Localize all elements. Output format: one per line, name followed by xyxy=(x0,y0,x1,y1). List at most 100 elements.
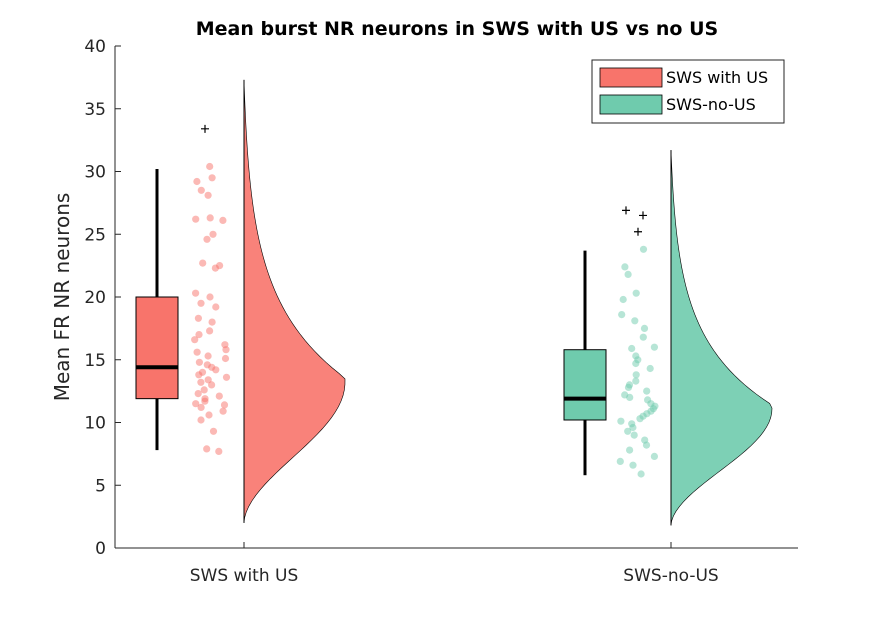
data-point xyxy=(211,264,219,272)
data-point xyxy=(201,397,209,405)
outlier-marker xyxy=(639,211,647,220)
data-point xyxy=(206,162,214,171)
data-point xyxy=(639,333,647,341)
y-tick-label: 15 xyxy=(84,351,106,371)
data-point xyxy=(212,366,220,374)
y-tick-label: 25 xyxy=(84,225,106,245)
legend-entry: SWS-no-US xyxy=(666,95,756,114)
data-point xyxy=(205,411,213,419)
data-point xyxy=(629,461,637,469)
y-tick-label: 10 xyxy=(84,414,106,434)
data-point xyxy=(624,383,633,391)
data-point xyxy=(221,354,230,363)
data-point xyxy=(624,270,632,278)
data-point xyxy=(192,400,200,408)
y-tick-label: 40 xyxy=(84,37,106,57)
data-point xyxy=(195,331,203,339)
data-point xyxy=(650,343,659,351)
legend-swatch xyxy=(599,94,663,115)
data-point xyxy=(194,314,202,322)
iqr-box xyxy=(563,349,607,421)
data-point xyxy=(646,364,654,373)
data-point xyxy=(222,373,231,381)
data-point xyxy=(640,324,649,332)
data-point xyxy=(191,336,199,344)
data-point xyxy=(632,359,640,368)
data-point xyxy=(643,387,651,395)
data-point xyxy=(621,263,629,271)
data-point xyxy=(192,289,200,297)
legend-entry: SWS with US xyxy=(666,68,768,87)
y-tick-label: 30 xyxy=(84,163,106,183)
data-point xyxy=(628,344,636,353)
data-point xyxy=(632,371,640,379)
density-cloud xyxy=(670,150,773,526)
data-point xyxy=(631,317,639,325)
data-point xyxy=(219,407,227,415)
iqr-box xyxy=(135,296,179,400)
data-point xyxy=(617,417,625,425)
data-point xyxy=(639,245,648,253)
data-point xyxy=(206,327,214,335)
data-point xyxy=(203,235,211,243)
data-point xyxy=(197,186,205,194)
y-tick-label: 0 xyxy=(95,539,106,559)
data-point xyxy=(206,293,214,301)
data-point xyxy=(197,416,205,424)
outlier-marker xyxy=(201,124,209,133)
data-point xyxy=(212,303,220,311)
data-point xyxy=(650,452,659,460)
series-sws-no-us xyxy=(563,150,773,526)
data-point xyxy=(209,427,218,435)
y-tick-label: 35 xyxy=(84,100,106,120)
data-point xyxy=(632,289,640,297)
data-point xyxy=(197,378,205,386)
data-point xyxy=(197,403,205,411)
data-point xyxy=(200,386,208,394)
data-point xyxy=(204,352,212,360)
data-point xyxy=(632,377,640,385)
data-point xyxy=(624,427,632,435)
data-point xyxy=(204,376,212,384)
data-point xyxy=(219,216,227,224)
data-point xyxy=(630,431,638,439)
data-point xyxy=(629,423,637,432)
data-point xyxy=(199,259,207,267)
data-point xyxy=(215,392,223,400)
data-point xyxy=(209,230,217,238)
outlier-marker xyxy=(622,206,630,215)
data-point xyxy=(204,191,212,199)
data-point xyxy=(195,371,203,379)
y-axis-label: Mean FR NR neurons xyxy=(50,193,74,402)
y-tick-label: 5 xyxy=(95,476,106,496)
data-point xyxy=(208,381,216,389)
series-sws-with-us xyxy=(135,79,346,523)
data-point xyxy=(203,445,211,453)
data-point xyxy=(618,311,626,319)
data-point xyxy=(192,215,200,223)
data-point xyxy=(197,299,205,307)
plot-area xyxy=(135,79,773,526)
data-point xyxy=(193,348,201,356)
legend-swatch xyxy=(599,67,663,88)
y-tick-label: 20 xyxy=(84,288,106,308)
data-point xyxy=(194,390,202,398)
data-point xyxy=(619,295,627,304)
data-point xyxy=(208,174,216,182)
data-point xyxy=(637,470,645,478)
data-point xyxy=(206,214,214,222)
legend: SWS with US SWS-no-US xyxy=(591,59,785,124)
x-tick-label: SWS-no-US xyxy=(623,566,718,586)
outlier-marker xyxy=(634,227,642,236)
data-point xyxy=(193,177,201,186)
data-point xyxy=(208,318,216,326)
x-tick-label: SWS with US xyxy=(190,566,299,586)
data-point xyxy=(215,447,223,455)
data-point xyxy=(616,457,624,465)
density-cloud xyxy=(243,79,346,523)
data-point xyxy=(642,441,651,449)
data-point xyxy=(220,401,229,409)
data-point xyxy=(195,358,203,366)
data-point xyxy=(636,415,644,423)
axes: 0 5 10 15 20 25 30 35 40 SWS with US SWS-no-US xyxy=(84,37,798,586)
